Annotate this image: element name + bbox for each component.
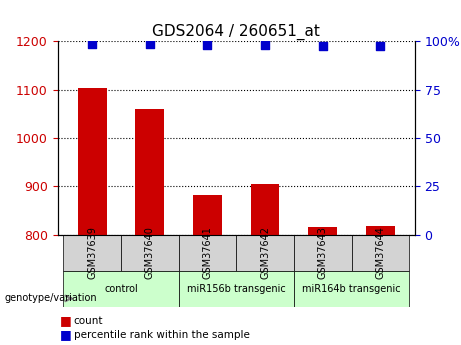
Point	[89, 41, 96, 47]
FancyBboxPatch shape	[64, 235, 121, 271]
Text: GSM37642: GSM37642	[260, 226, 270, 279]
Point	[204, 42, 211, 48]
FancyBboxPatch shape	[179, 235, 236, 271]
Text: count: count	[74, 316, 103, 326]
Bar	[366, 226, 395, 235]
Text: genotype/variation: genotype/variation	[5, 294, 97, 303]
Bar	[78, 88, 106, 235]
FancyBboxPatch shape	[294, 271, 409, 307]
FancyBboxPatch shape	[121, 235, 179, 271]
Point	[146, 41, 154, 47]
Text: GSM37640: GSM37640	[145, 226, 155, 279]
Text: miR164b transgenic: miR164b transgenic	[302, 284, 401, 294]
FancyBboxPatch shape	[351, 235, 409, 271]
Bar	[193, 195, 222, 235]
FancyBboxPatch shape	[236, 235, 294, 271]
Text: GSM37641: GSM37641	[202, 226, 213, 279]
Text: ■: ■	[60, 328, 71, 341]
Point	[319, 43, 326, 49]
Text: GSM37643: GSM37643	[318, 226, 328, 279]
Text: GSM37639: GSM37639	[87, 226, 97, 279]
Text: percentile rank within the sample: percentile rank within the sample	[74, 330, 250, 339]
Point	[261, 42, 269, 48]
Bar	[136, 109, 164, 235]
Text: ■: ■	[60, 314, 71, 327]
Text: control: control	[104, 284, 138, 294]
Bar	[251, 184, 279, 235]
Text: miR156b transgenic: miR156b transgenic	[187, 284, 286, 294]
FancyBboxPatch shape	[294, 235, 351, 271]
Text: GSM37644: GSM37644	[375, 226, 385, 279]
FancyBboxPatch shape	[64, 271, 179, 307]
Title: GDS2064 / 260651_at: GDS2064 / 260651_at	[152, 24, 320, 40]
Bar	[308, 227, 337, 235]
Point	[377, 43, 384, 48]
FancyBboxPatch shape	[179, 271, 294, 307]
